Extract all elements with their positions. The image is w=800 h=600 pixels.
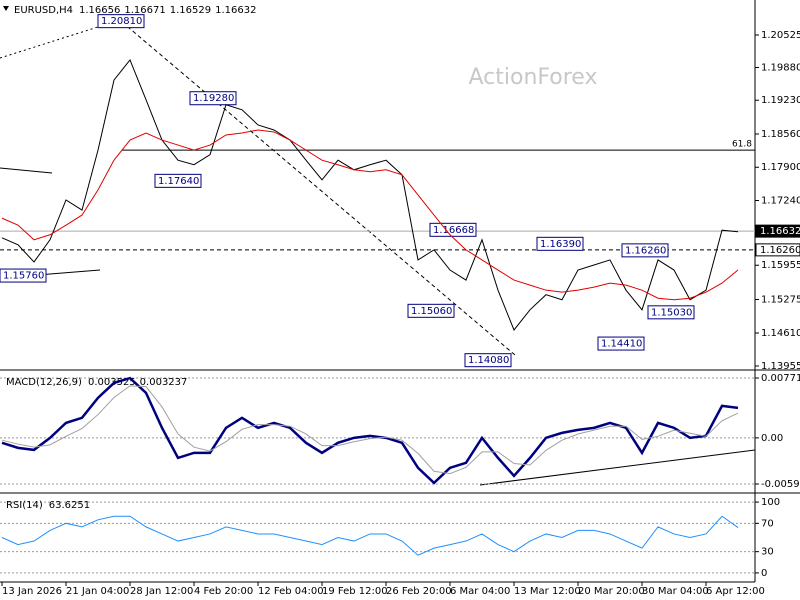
price-tag-label: 1.16260 — [760, 245, 800, 256]
annotation-label: 1.17640 — [158, 176, 199, 187]
y-tick-label: 1.17900 — [761, 162, 800, 173]
annotation-label: 1.15030 — [651, 307, 692, 318]
x-tick-label: 20 Mar 20:00 — [578, 586, 645, 597]
x-tick-label: 19 Feb 12:00 — [322, 586, 388, 597]
y-tick-label: 1.15275 — [761, 294, 800, 305]
annotation-box — [189, 91, 237, 106]
y-tick-label: 1.17240 — [761, 195, 800, 206]
trend-line — [0, 167, 53, 174]
price-tag-label: 1.16632 — [760, 226, 800, 237]
price-tag — [755, 243, 800, 257]
y-tick-label: 1.15955 — [761, 260, 800, 271]
series-line — [1, 58, 739, 331]
y-tick-label: 1.13955 — [761, 361, 800, 372]
y-tick-label: 1.18560 — [761, 129, 800, 140]
trend-line — [121, 21, 516, 356]
annotation-label: 1.14410 — [601, 339, 642, 350]
pane-reading: 63.6251 — [49, 500, 90, 511]
price-tag — [755, 224, 800, 238]
y-tick-label: 1.20525 — [761, 30, 800, 41]
annotation-box — [97, 14, 145, 29]
y-tick-label: -0.005944 — [761, 479, 800, 490]
annotation-label: 1.16668 — [433, 225, 474, 236]
trend-line — [0, 19, 121, 59]
annotation-box — [154, 173, 202, 188]
annotation-label: 1.20810 — [101, 16, 142, 27]
annotation-box — [536, 236, 584, 251]
pane-reading: 1.16656 — [79, 5, 120, 16]
y-tick-label: 0.007712 — [761, 373, 800, 384]
series-line — [1, 129, 739, 301]
pane-title: EURUSD,H4 — [14, 5, 73, 16]
annotation-box — [429, 222, 477, 237]
y-tick-label: 0.00 — [761, 433, 783, 444]
x-tick-label: 4 Feb 20:00 — [194, 586, 253, 597]
annotation-box — [464, 353, 512, 368]
trend-line — [479, 449, 756, 486]
x-tick-label: 13 Jan 2026 — [2, 586, 62, 597]
pane-reading: 0.003237 — [140, 377, 188, 388]
y-tick-label: 30 — [761, 547, 774, 558]
y-tick-label: 0 — [761, 568, 767, 579]
pane-title: RSI(14) — [6, 500, 43, 511]
annotation-box — [597, 336, 645, 351]
pane-reading: 1.16632 — [215, 5, 256, 16]
x-tick-label: 12 Feb 04:00 — [258, 586, 324, 597]
pane-reading: 0.003525 — [88, 377, 136, 388]
series-line — [1, 385, 739, 475]
pane-reading: 1.16671 — [124, 5, 165, 16]
annotation-box — [647, 305, 695, 320]
y-tick-label: 1.19230 — [761, 95, 800, 106]
x-tick-label: 28 Jan 12:00 — [130, 586, 193, 597]
watermark: ActionForex — [469, 65, 598, 90]
pane-title: MACD(12,26,9) — [6, 377, 82, 388]
x-tick-label: 13 Mar 12:00 — [514, 586, 581, 597]
x-tick-label: 6 Mar 04:00 — [450, 586, 510, 597]
annotation-box — [621, 243, 669, 258]
series-line — [1, 376, 739, 485]
y-tick-label: 100 — [761, 497, 780, 508]
series-line — [1, 515, 739, 556]
annotation-label: 1.14080 — [468, 355, 509, 366]
annotation-label: 1.19280 — [193, 93, 234, 104]
annotation-label: 1.16260 — [625, 245, 666, 256]
y-tick-label: 1.14610 — [761, 328, 800, 339]
annotation-label: 1.15760 — [3, 271, 44, 282]
annotation-box — [0, 268, 47, 283]
y-tick-label: 70 — [761, 518, 774, 529]
x-tick-label: 30 Mar 04:00 — [642, 586, 709, 597]
y-tick-label: 1.19880 — [761, 63, 800, 74]
x-tick-label: 21 Jan 04:00 — [66, 586, 129, 597]
menu-arrow — [3, 6, 9, 11]
annotation-box — [407, 303, 455, 318]
x-tick-label: 6 Apr 12:00 — [706, 586, 765, 597]
fib-label: 61.8 — [732, 140, 752, 150]
x-tick-label: 26 Feb 20:00 — [386, 586, 452, 597]
annotation-label: 1.15060 — [411, 306, 452, 317]
pane-reading: 1.16529 — [170, 5, 211, 16]
annotation-label: 1.16390 — [540, 239, 581, 250]
